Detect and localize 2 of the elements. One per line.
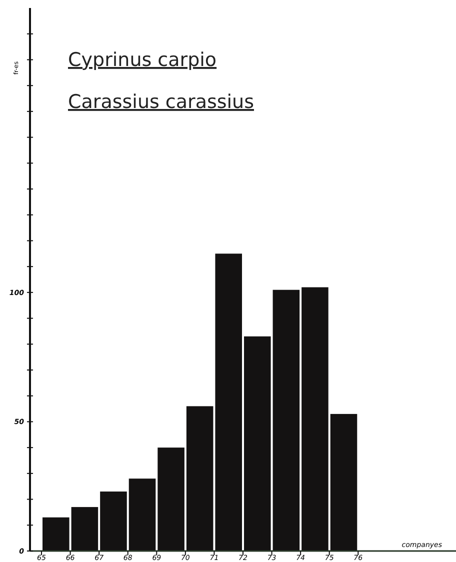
text: Carassius carassius: [68, 91, 254, 113]
text: Cyprinus carpio: [68, 49, 217, 71]
